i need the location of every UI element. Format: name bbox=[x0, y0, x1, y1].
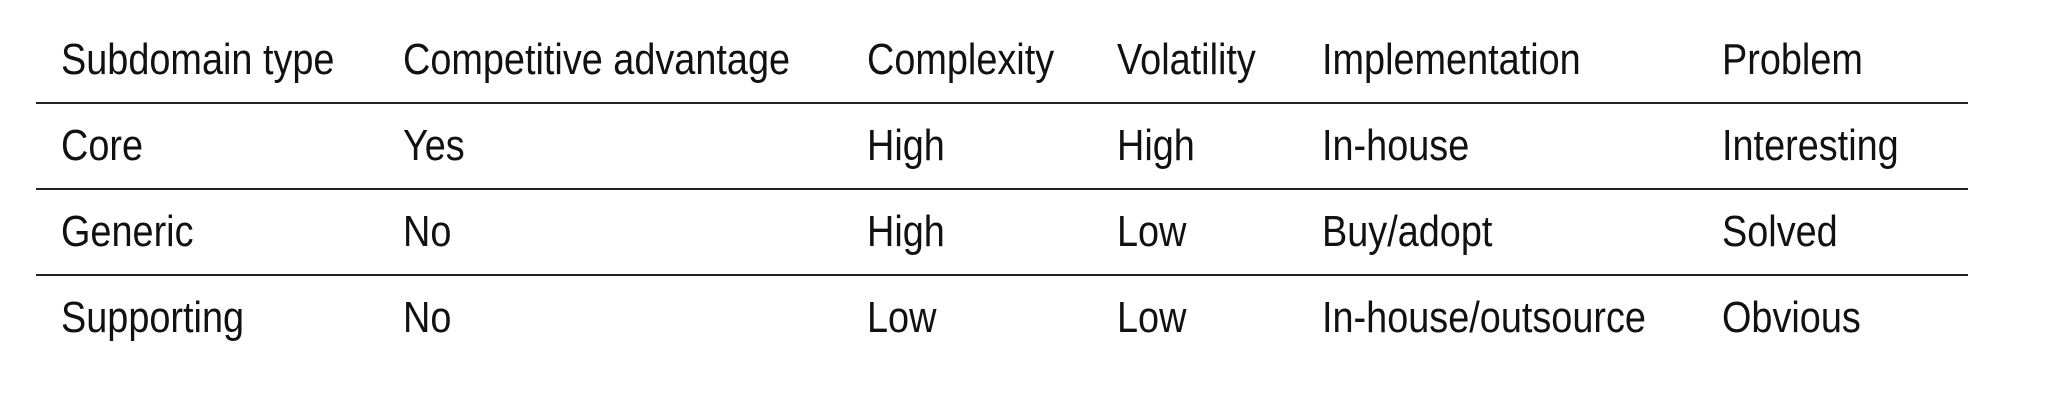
table-cell: Interesting bbox=[1722, 121, 1899, 170]
table-row-supporting: Supporting No Low Low In-house/outsource… bbox=[36, 276, 1968, 360]
subdomain-comparison-table: Subdomain type Competitive advantage Com… bbox=[36, 18, 1968, 360]
table-cell: High bbox=[1117, 121, 1195, 170]
column-header-complexity: Complexity bbox=[867, 35, 1055, 84]
table-row-core: Core Yes High High In-house Interesting bbox=[36, 104, 1968, 190]
table-cell: In-house bbox=[1322, 121, 1470, 170]
column-header-competitive-advantage: Competitive advantage bbox=[403, 35, 791, 84]
table-cell: In-house/outsource bbox=[1322, 293, 1646, 342]
table-cell: High bbox=[867, 121, 945, 170]
column-header-implementation: Implementation bbox=[1322, 35, 1581, 84]
table-cell: No bbox=[403, 207, 452, 256]
column-header-subdomain-type: Subdomain type bbox=[61, 35, 335, 84]
table-cell: Yes bbox=[403, 121, 465, 170]
table-cell: High bbox=[867, 207, 945, 256]
table-cell: Low bbox=[867, 293, 937, 342]
column-header-problem: Problem bbox=[1722, 35, 1863, 84]
table-cell: Low bbox=[1117, 293, 1187, 342]
table-row-generic: Generic No High Low Buy/adopt Solved bbox=[36, 190, 1968, 276]
table-cell: Solved bbox=[1722, 207, 1838, 256]
table-header-row: Subdomain type Competitive advantage Com… bbox=[36, 18, 1968, 104]
table-cell: Low bbox=[1117, 207, 1187, 256]
table-cell: Generic bbox=[61, 207, 194, 256]
table-cell: Supporting bbox=[61, 293, 245, 342]
table-cell: Obvious bbox=[1722, 293, 1861, 342]
table-cell: Buy/adopt bbox=[1322, 207, 1493, 256]
table-cell: No bbox=[403, 293, 452, 342]
table-cell: Core bbox=[61, 121, 144, 170]
column-header-volatility: Volatility bbox=[1117, 35, 1256, 84]
